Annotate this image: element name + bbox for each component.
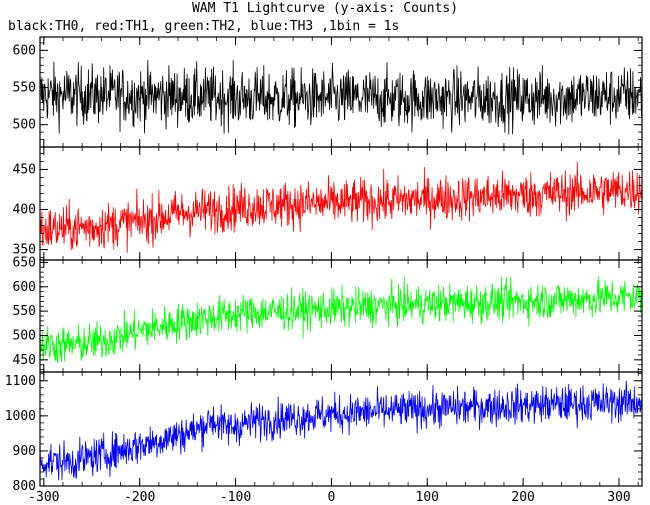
x-tick-label: -100 [220, 490, 251, 505]
chart-title: WAM T1 Lightcurve (y-axis: Counts) [191, 1, 459, 16]
x-tick-label: -300 [28, 490, 59, 505]
x-tick-label: 300 [607, 490, 630, 505]
y-tick-label: 400 [13, 203, 36, 218]
x-tick-label: 100 [416, 490, 439, 505]
series-th2-line [40, 276, 642, 364]
y-tick-label: 450 [13, 162, 36, 177]
y-tick-label: 1000 [5, 409, 36, 424]
chart-subtitle: black:TH0, red:TH1, green:TH2, blue:TH3 … [8, 19, 400, 34]
y-tick-label: 500 [13, 118, 36, 133]
x-tick-label: 0 [327, 490, 335, 505]
series-th0-line [40, 60, 642, 135]
y-tick-label: 600 [13, 280, 36, 295]
y-tick-label: 800 [13, 479, 36, 494]
x-tick-label: 200 [511, 490, 534, 505]
y-tick-label: 900 [13, 444, 36, 459]
y-tick-label: 350 [13, 243, 36, 258]
y-tick-label: 600 [13, 43, 36, 58]
y-tick-label: 550 [13, 304, 36, 319]
y-tick-label: 550 [13, 81, 36, 96]
y-tick-label: 500 [13, 328, 36, 343]
panel-frame-th3 [39, 371, 643, 487]
y-tick-label: 450 [13, 353, 36, 368]
series-th1-line [40, 161, 642, 253]
y-tick-label: 1100 [5, 374, 36, 389]
x-tick-label: -200 [124, 490, 155, 505]
y-tick-label: 650 [13, 255, 36, 270]
series-th3-line [40, 380, 642, 481]
